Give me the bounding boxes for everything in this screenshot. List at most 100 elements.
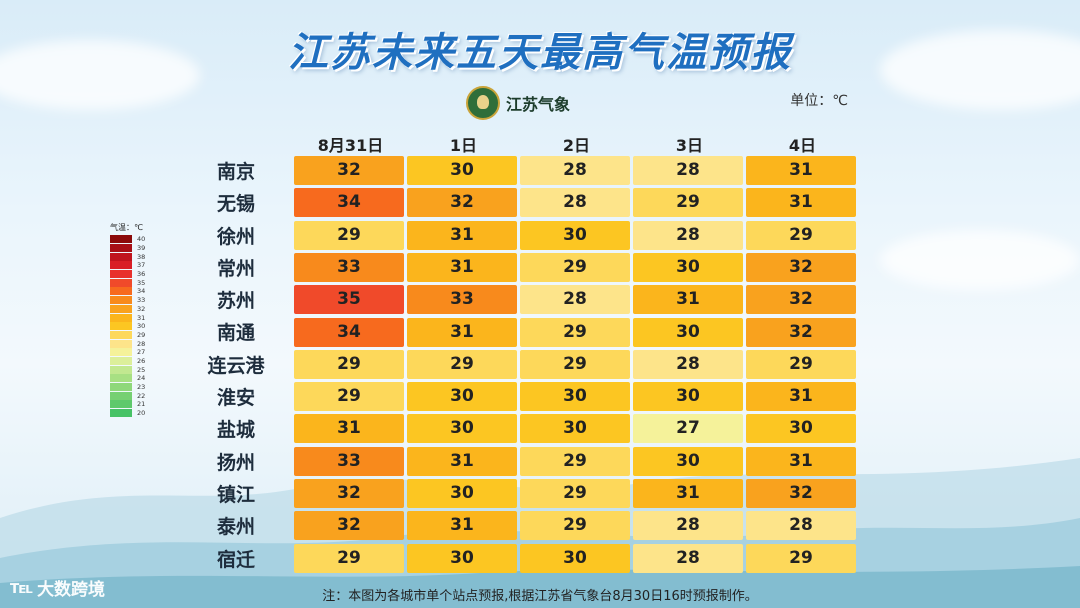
legend-swatch bbox=[110, 322, 132, 331]
legend-label: 36 bbox=[137, 270, 146, 279]
legend-label: 24 bbox=[137, 374, 146, 383]
legend-row: 26 bbox=[110, 356, 146, 366]
temperature-cell: 29 bbox=[633, 188, 743, 218]
legend-row: 36 bbox=[110, 270, 145, 279]
legend-swatch bbox=[110, 235, 132, 244]
legend-swatch bbox=[110, 287, 132, 296]
legend-label: 40 bbox=[137, 235, 146, 244]
page-title: 江苏未来五天最高气温预报 bbox=[288, 30, 792, 76]
temperature-cell: 29 bbox=[520, 252, 630, 282]
city-label: 宿迁 bbox=[216, 548, 255, 571]
temperature-cell: 30 bbox=[746, 414, 856, 444]
legend-swatch bbox=[110, 339, 132, 348]
legend-row: 30 bbox=[110, 322, 145, 331]
city-label: 常州 bbox=[216, 257, 255, 280]
unit-label: 单位：℃ bbox=[790, 93, 848, 109]
legend-label: 31 bbox=[137, 313, 146, 322]
temperature-cell: 30 bbox=[633, 446, 743, 476]
temperature-cell: 33 bbox=[294, 446, 404, 476]
temperature-cell: 29 bbox=[520, 511, 630, 541]
temperature-cell: 32 bbox=[407, 188, 517, 218]
legend-label: 25 bbox=[137, 365, 146, 374]
temperature-cell: 28 bbox=[746, 511, 856, 541]
legend-swatch bbox=[110, 244, 132, 253]
temperature-cell: 29 bbox=[294, 220, 404, 250]
temperature-cell: 35 bbox=[294, 285, 404, 315]
legend-label: 37 bbox=[137, 261, 146, 270]
legend-swatch bbox=[110, 365, 132, 374]
temperature-cell: 29 bbox=[746, 349, 856, 379]
temperature-cell: 33 bbox=[294, 252, 404, 282]
legend-label: 34 bbox=[137, 287, 146, 296]
temperature-cell: 31 bbox=[633, 285, 743, 315]
temperature-cell: 28 bbox=[633, 220, 743, 250]
column-header: 4日 bbox=[788, 136, 817, 155]
legend-label: 21 bbox=[137, 400, 146, 409]
legend-row: 25 bbox=[110, 365, 145, 374]
temperature-cell: 31 bbox=[746, 156, 856, 185]
temperature-cell: 29 bbox=[520, 479, 630, 508]
legend-row: 29 bbox=[110, 330, 146, 340]
watermark-text: 大数跨境 bbox=[37, 580, 106, 600]
city-label: 淮安 bbox=[216, 387, 255, 410]
temperature-cell: 29 bbox=[746, 220, 856, 250]
color-legend: 气温：℃ 40 39 38 37 36 35 34 33 32 31 30 29 28 27 26 25 24 2… bbox=[110, 222, 146, 418]
temperature-cell: 30 bbox=[407, 156, 517, 185]
logo-text: 江苏气象 bbox=[506, 95, 571, 114]
legend-swatch bbox=[110, 400, 132, 409]
legend-row: 39 bbox=[110, 244, 145, 253]
temperature-cell: 30 bbox=[407, 414, 517, 444]
legend-row: 33 bbox=[110, 296, 145, 305]
temperature-cell: 30 bbox=[633, 382, 743, 412]
legend-label: 29 bbox=[137, 330, 146, 339]
city-label: 徐州 bbox=[216, 225, 255, 248]
legend-row: 24 bbox=[110, 374, 145, 383]
temperature-cell: 31 bbox=[746, 382, 856, 412]
temperature-cell: 32 bbox=[746, 317, 856, 347]
legend-row: 35 bbox=[110, 278, 145, 287]
cloud bbox=[880, 30, 1080, 110]
watermark: ℡ 大数跨境 bbox=[10, 575, 105, 600]
legend-label: 27 bbox=[137, 348, 146, 357]
temperature-cell: 29 bbox=[520, 446, 630, 476]
footnote: 注：本图为各城市单个站点预报,根据江苏省气象台8月30日16时预报制作。 bbox=[322, 589, 758, 604]
temperature-cell: 28 bbox=[633, 543, 743, 573]
column-headers: 8月31日 1日 2日 3日 4日 bbox=[294, 132, 859, 156]
temperature-cell: 28 bbox=[520, 188, 630, 218]
temperature-cell: 29 bbox=[746, 543, 856, 573]
legend-swatch bbox=[110, 313, 132, 322]
city-label: 盐城 bbox=[216, 419, 255, 442]
legend-row: 28 bbox=[110, 339, 145, 348]
legend-swatch bbox=[110, 409, 132, 418]
temperature-cell: 28 bbox=[520, 156, 630, 185]
temperature-cell: 32 bbox=[294, 479, 404, 508]
legend-swatch bbox=[110, 278, 132, 287]
temperature-cell: 30 bbox=[520, 382, 630, 412]
legend-row: 34 bbox=[110, 287, 145, 296]
watermark-icon: ℡ bbox=[10, 577, 34, 598]
temperature-cell: 31 bbox=[633, 479, 743, 508]
temperature-cell: 30 bbox=[520, 414, 630, 444]
temperature-cell: 28 bbox=[633, 156, 743, 185]
legend-label: 26 bbox=[137, 356, 146, 365]
logo: 江苏气象 bbox=[466, 86, 570, 120]
column-header: 3日 bbox=[675, 136, 704, 155]
temperature-cell: 29 bbox=[294, 543, 404, 573]
legend-row: 21 bbox=[110, 400, 145, 409]
legend-label: 32 bbox=[137, 304, 146, 313]
legend-label: 39 bbox=[137, 244, 146, 253]
column-header: 8月31日 bbox=[317, 136, 384, 155]
legend-row: 20 bbox=[110, 409, 145, 418]
temperature-cell: 29 bbox=[520, 349, 630, 379]
legend-row: 22 bbox=[110, 391, 145, 400]
temperature-cell: 31 bbox=[407, 317, 517, 347]
legend-swatch bbox=[110, 356, 132, 365]
column-header: 1日 bbox=[449, 136, 478, 155]
legend-swatch bbox=[110, 261, 132, 270]
legend-swatch bbox=[110, 330, 132, 339]
legend-row: 23 bbox=[110, 383, 145, 392]
temperature-cell: 32 bbox=[746, 285, 856, 315]
cloud bbox=[880, 230, 1080, 290]
legend-row: 37 bbox=[110, 261, 145, 270]
emblem-icon bbox=[466, 86, 500, 120]
